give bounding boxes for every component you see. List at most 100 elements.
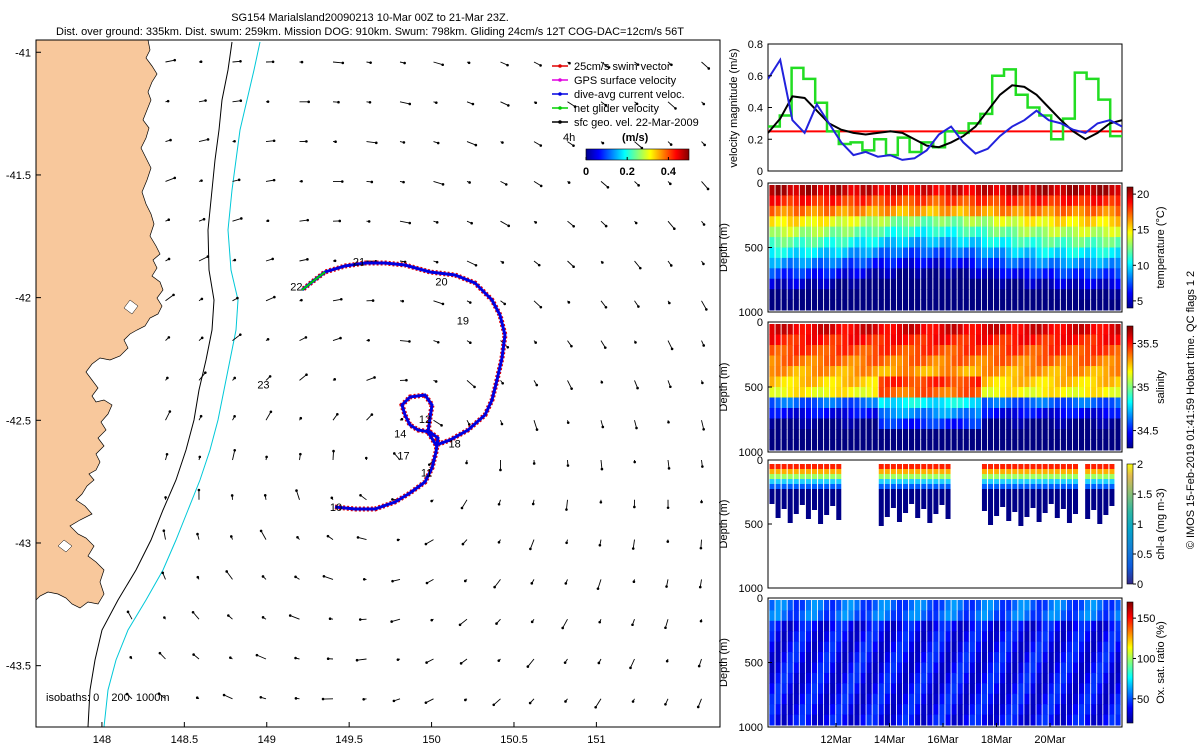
profile-point xyxy=(1030,429,1036,440)
profile-point xyxy=(1024,418,1030,430)
current-arrow-head xyxy=(204,371,207,374)
depth-ytick-label: 500 xyxy=(745,382,763,394)
profile-point xyxy=(817,205,824,217)
profile-point xyxy=(896,641,903,653)
profile-point xyxy=(866,631,872,643)
profile-point xyxy=(1115,641,1121,653)
profile-point xyxy=(933,268,939,280)
profile-point xyxy=(902,366,909,377)
current-arrow xyxy=(323,575,334,580)
chl-point xyxy=(878,469,884,474)
profile-point xyxy=(1115,683,1121,695)
profile-point xyxy=(921,324,927,335)
current-arrow-head xyxy=(229,656,232,659)
profile-point xyxy=(1085,237,1091,248)
profile-point xyxy=(1006,195,1012,207)
profile-point xyxy=(921,439,927,451)
profile-point xyxy=(799,334,805,346)
profile-point xyxy=(1115,185,1121,196)
chl-point xyxy=(1073,474,1079,479)
profile-point xyxy=(975,216,981,228)
profile-point xyxy=(1048,387,1054,398)
current-arrow-head xyxy=(501,141,504,144)
colorbar-label: temperature (°C) xyxy=(1155,206,1167,288)
profile-point xyxy=(1048,631,1054,643)
profile-point xyxy=(1091,387,1097,398)
colorbar-tick-label: 1.5 xyxy=(1137,489,1152,501)
profile-point xyxy=(872,397,878,409)
current-arrow xyxy=(500,220,509,227)
profile-point xyxy=(1024,631,1030,643)
profile-point xyxy=(830,278,836,290)
profile-point xyxy=(878,620,884,632)
profile-point xyxy=(921,620,927,632)
profile-point xyxy=(981,610,988,622)
profile-point xyxy=(842,387,848,398)
profile-point xyxy=(824,620,830,632)
profile-point xyxy=(787,226,793,238)
profile-point xyxy=(799,418,805,430)
profile-point xyxy=(1115,278,1121,290)
current-arrow-head xyxy=(664,703,667,706)
profile-point xyxy=(933,652,939,663)
profile-point xyxy=(939,376,945,388)
profile-point xyxy=(921,683,927,695)
profile-point xyxy=(842,600,848,611)
profile-point xyxy=(830,205,836,217)
profile-point xyxy=(1024,376,1030,388)
profile-point xyxy=(878,278,884,290)
geostrophic-velocity-arrows xyxy=(125,58,711,709)
velocity-series-line xyxy=(768,66,1122,157)
profile-point xyxy=(1085,620,1091,632)
profile-point xyxy=(981,662,988,674)
profile-point xyxy=(872,376,878,388)
profile-point xyxy=(1024,683,1030,695)
profile-point xyxy=(793,600,799,611)
profile-point xyxy=(1012,672,1018,684)
profile-point xyxy=(769,704,775,716)
profile-point xyxy=(981,247,988,259)
chl-point xyxy=(939,469,945,474)
profile-point xyxy=(1097,610,1103,622)
profile-point xyxy=(842,439,848,451)
profile-point xyxy=(927,278,933,290)
profile-point xyxy=(987,216,994,228)
current-arrow-head xyxy=(424,701,428,704)
profile-point xyxy=(1066,345,1073,356)
profile-point xyxy=(909,289,915,301)
profile-point xyxy=(878,185,884,196)
current-arrow-head xyxy=(295,489,298,492)
profile-point xyxy=(933,662,939,674)
profile-point xyxy=(781,278,787,290)
profile-point xyxy=(1006,714,1012,726)
profile-point xyxy=(1054,600,1060,611)
profile-point xyxy=(957,268,963,280)
date-tick-label: 12Mar xyxy=(820,734,852,746)
profile-point xyxy=(805,387,812,398)
profile-point xyxy=(805,216,812,228)
current-arrow-head xyxy=(266,337,270,341)
profile-point xyxy=(969,387,975,398)
profile-point xyxy=(927,355,933,367)
profile-point xyxy=(902,355,909,367)
current-arrow-head xyxy=(532,462,536,465)
profile-point xyxy=(878,257,884,269)
profile-point xyxy=(866,366,872,377)
current-arrow-head xyxy=(699,619,703,623)
profile-point xyxy=(866,397,872,409)
profile-point xyxy=(993,439,1000,451)
current-arrow-head xyxy=(700,500,703,504)
profile-point xyxy=(1012,237,1018,248)
chl-deep-point xyxy=(781,489,787,509)
profile-point xyxy=(830,289,836,301)
profile-point xyxy=(909,600,915,611)
profile-point xyxy=(860,205,866,217)
current-arrow-head xyxy=(425,581,429,585)
profile-point xyxy=(1012,631,1018,643)
profile-point xyxy=(1012,195,1018,207)
profile-point xyxy=(915,226,921,238)
profile-point xyxy=(848,631,854,643)
profile-point xyxy=(1006,641,1012,653)
current-arrow xyxy=(399,101,410,105)
profile-point xyxy=(781,226,787,238)
